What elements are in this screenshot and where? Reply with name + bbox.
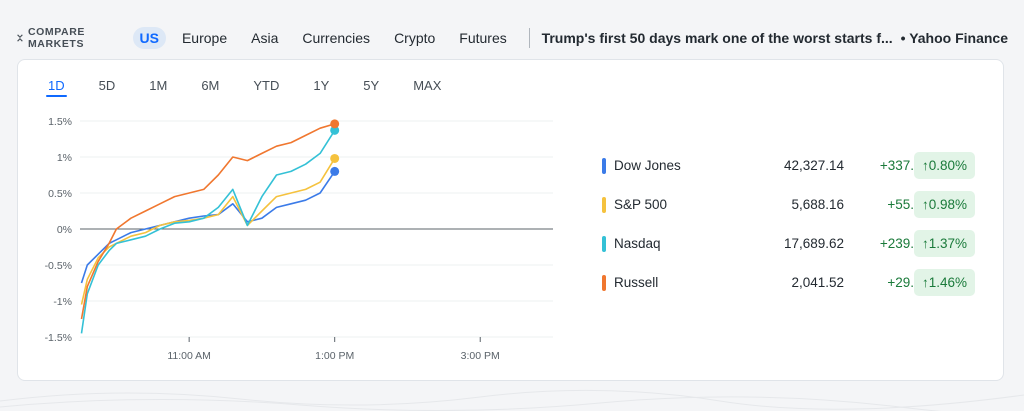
collapse-icon bbox=[17, 34, 23, 42]
y-tick-label: 0% bbox=[57, 224, 72, 236]
y-tick-label: -0.5% bbox=[45, 260, 72, 272]
quote-percent-badge: ↑1.46% bbox=[913, 269, 975, 296]
x-tick-label: 11:00 AM bbox=[167, 350, 211, 362]
decorative-wave-background bbox=[0, 389, 1024, 411]
quote-price: 17,689.62 bbox=[783, 236, 844, 251]
series-end-marker-dow-jones bbox=[330, 166, 340, 176]
quote-row-nasdaq[interactable]: Nasdaq 17,689.62 +239.73 ↑1.37% bbox=[602, 224, 992, 263]
quote-percent: 0.98% bbox=[928, 197, 967, 212]
range-1m[interactable]: 1M bbox=[149, 78, 168, 93]
compare-markets-label: COMPARE MARKETS bbox=[27, 26, 86, 50]
tab-currencies[interactable]: Currencies bbox=[302, 30, 371, 46]
series-line-russell bbox=[80, 123, 335, 320]
x-tick-label: 1:00 PM bbox=[315, 350, 354, 362]
x-tick-label: 3:00 PM bbox=[461, 350, 500, 362]
compare-markets-toggle[interactable]: COMPARE MARKETS bbox=[16, 26, 121, 50]
quote-price: 5,688.16 bbox=[791, 197, 844, 212]
series-color-swatch bbox=[602, 274, 606, 291]
quote-row-dow-jones[interactable]: Dow Jones 42,327.14 +337.18 ↑0.80% bbox=[602, 146, 992, 185]
quote-percent-badge: ↑1.37% bbox=[913, 230, 975, 257]
series-end-marker-nasdaq bbox=[330, 125, 340, 135]
market-line-chart[interactable]: 1.5% 1% 0.5% 0% -0.5% -1% -1.5% 11:00 AM 1:00 PM… bbox=[18, 105, 578, 375]
news-headline-link[interactable]: Trump's first 50 days mark one of the wo… bbox=[541, 30, 893, 46]
quote-name: Dow Jones bbox=[614, 158, 681, 173]
range-ytd[interactable]: YTD bbox=[253, 78, 280, 93]
quote-row-russell[interactable]: Russell 2,041.52 +29.28 ↑1.46% bbox=[602, 263, 992, 302]
quotes-list: Dow Jones 42,327.14 +337.18 ↑0.80% S&P 5… bbox=[602, 146, 992, 302]
quote-percent: 1.37% bbox=[928, 236, 967, 251]
series-color-swatch bbox=[602, 196, 606, 213]
quote-price: 42,327.14 bbox=[783, 158, 844, 173]
y-tick-label: 0.5% bbox=[48, 188, 72, 200]
series-line-dow-jones bbox=[80, 170, 336, 284]
quote-row-sp-500[interactable]: S&P 500 5,688.16 +55.09 ↑0.98% bbox=[602, 185, 992, 224]
market-card: 1D 5D 1M 6M YTD 1Y 5Y MAX 1.5% 1% 0.5% 0% -0… bbox=[17, 59, 1004, 381]
market-tabs: US Europe Asia Currencies Crypto Futures bbox=[132, 27, 523, 49]
range-5d[interactable]: 5D bbox=[98, 78, 116, 93]
range-6m[interactable]: 6M bbox=[201, 78, 220, 93]
series-end-marker-s-p-500 bbox=[330, 153, 340, 163]
y-tick-label: 1.5% bbox=[48, 116, 72, 128]
series-line-s-p-500 bbox=[80, 157, 336, 305]
quote-name: Russell bbox=[614, 275, 659, 290]
tab-futures[interactable]: Futures bbox=[459, 30, 507, 46]
market-topbar: COMPARE MARKETS US Europe Asia Currencie… bbox=[16, 16, 1008, 60]
range-1y[interactable]: 1Y bbox=[313, 78, 330, 93]
quote-percent: 0.80% bbox=[928, 158, 967, 173]
tab-us[interactable]: US bbox=[132, 27, 166, 49]
tab-crypto[interactable]: Crypto bbox=[394, 30, 436, 46]
series-end-marker-russell bbox=[330, 119, 340, 129]
range-5y[interactable]: 5Y bbox=[363, 78, 380, 93]
y-tick-label: 1% bbox=[57, 152, 72, 164]
series-color-swatch bbox=[602, 157, 606, 174]
news-source: • Yahoo Finance bbox=[900, 30, 1008, 46]
tab-asia[interactable]: Asia bbox=[251, 30, 279, 46]
divider bbox=[528, 28, 530, 48]
y-tick-label: -1% bbox=[53, 296, 72, 308]
quote-name: S&P 500 bbox=[614, 197, 668, 212]
series-color-swatch bbox=[602, 235, 606, 252]
tab-europe[interactable]: Europe bbox=[181, 30, 228, 46]
quote-percent: 1.46% bbox=[928, 275, 967, 290]
quote-price: 2,041.52 bbox=[791, 275, 844, 290]
quote-percent-badge: ↑0.80% bbox=[913, 152, 975, 179]
range-selector: 1D 5D 1M 6M YTD 1Y 5Y MAX bbox=[46, 78, 473, 97]
y-tick-label: -1.5% bbox=[45, 332, 72, 344]
quote-name: Nasdaq bbox=[614, 236, 661, 251]
series-line-nasdaq bbox=[80, 129, 336, 334]
range-max[interactable]: MAX bbox=[413, 78, 442, 93]
quote-percent-badge: ↑0.98% bbox=[913, 191, 975, 218]
range-1d[interactable]: 1D bbox=[46, 78, 67, 97]
